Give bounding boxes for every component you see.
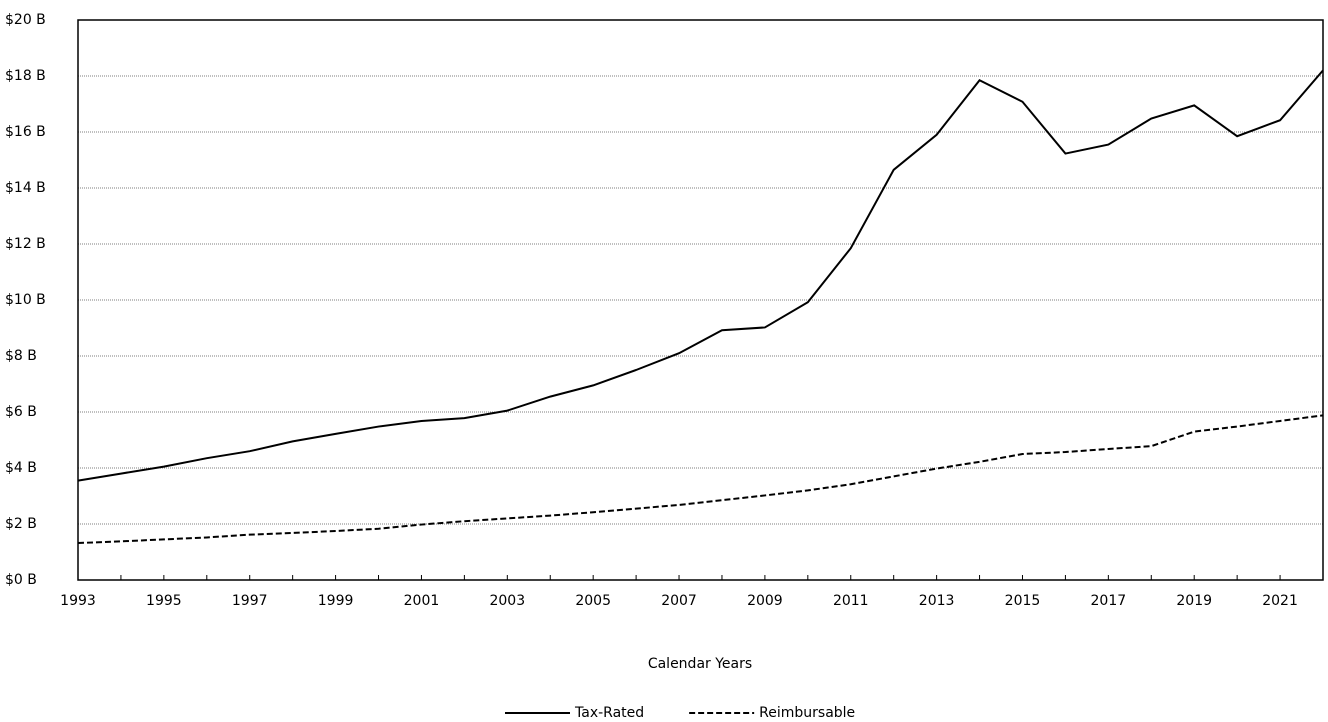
x-tick-label: 1999 bbox=[318, 593, 354, 609]
x-tick-label: 2007 bbox=[661, 593, 697, 609]
y-tick-label: $20 B bbox=[5, 12, 46, 28]
legend-label: Tax-Rated bbox=[574, 705, 644, 721]
x-tick-label: 2013 bbox=[919, 593, 955, 609]
x-tick-label: 1993 bbox=[60, 593, 96, 609]
y-tick-label: $6 B bbox=[5, 404, 37, 420]
x-tick-label: 2019 bbox=[1176, 593, 1212, 609]
series-line bbox=[77, 69, 1324, 482]
y-tick-label: $18 B bbox=[5, 68, 46, 84]
y-tick-label: $2 B bbox=[5, 516, 37, 532]
x-axis-label: Calendar Years bbox=[648, 656, 752, 672]
y-tick-label: $4 B bbox=[5, 460, 37, 476]
y-tick-label: $10 B bbox=[5, 292, 46, 308]
x-tick-label: 1995 bbox=[146, 593, 182, 609]
x-tick-label: 2011 bbox=[833, 593, 869, 609]
x-tick-label: 2021 bbox=[1262, 593, 1298, 609]
y-tick-label: $12 B bbox=[5, 236, 46, 252]
series-line bbox=[77, 414, 1324, 545]
y-tick-label: $8 B bbox=[5, 348, 37, 364]
x-tick-label: 1997 bbox=[232, 593, 268, 609]
plot-border bbox=[77, 19, 1324, 581]
x-tick-label: 2015 bbox=[1005, 593, 1041, 609]
x-tick-label: 2001 bbox=[404, 593, 440, 609]
y-tick-label: $14 B bbox=[5, 180, 46, 196]
y-tick-label: $16 B bbox=[5, 124, 46, 140]
y-tick-label: $0 B bbox=[5, 572, 37, 588]
x-tick-label: 2009 bbox=[747, 593, 783, 609]
x-tick-label: 2003 bbox=[489, 593, 525, 609]
legend-label: Reimbursable bbox=[759, 705, 855, 721]
x-tick-label: 2017 bbox=[1091, 593, 1127, 609]
x-tick-label: 2005 bbox=[575, 593, 611, 609]
